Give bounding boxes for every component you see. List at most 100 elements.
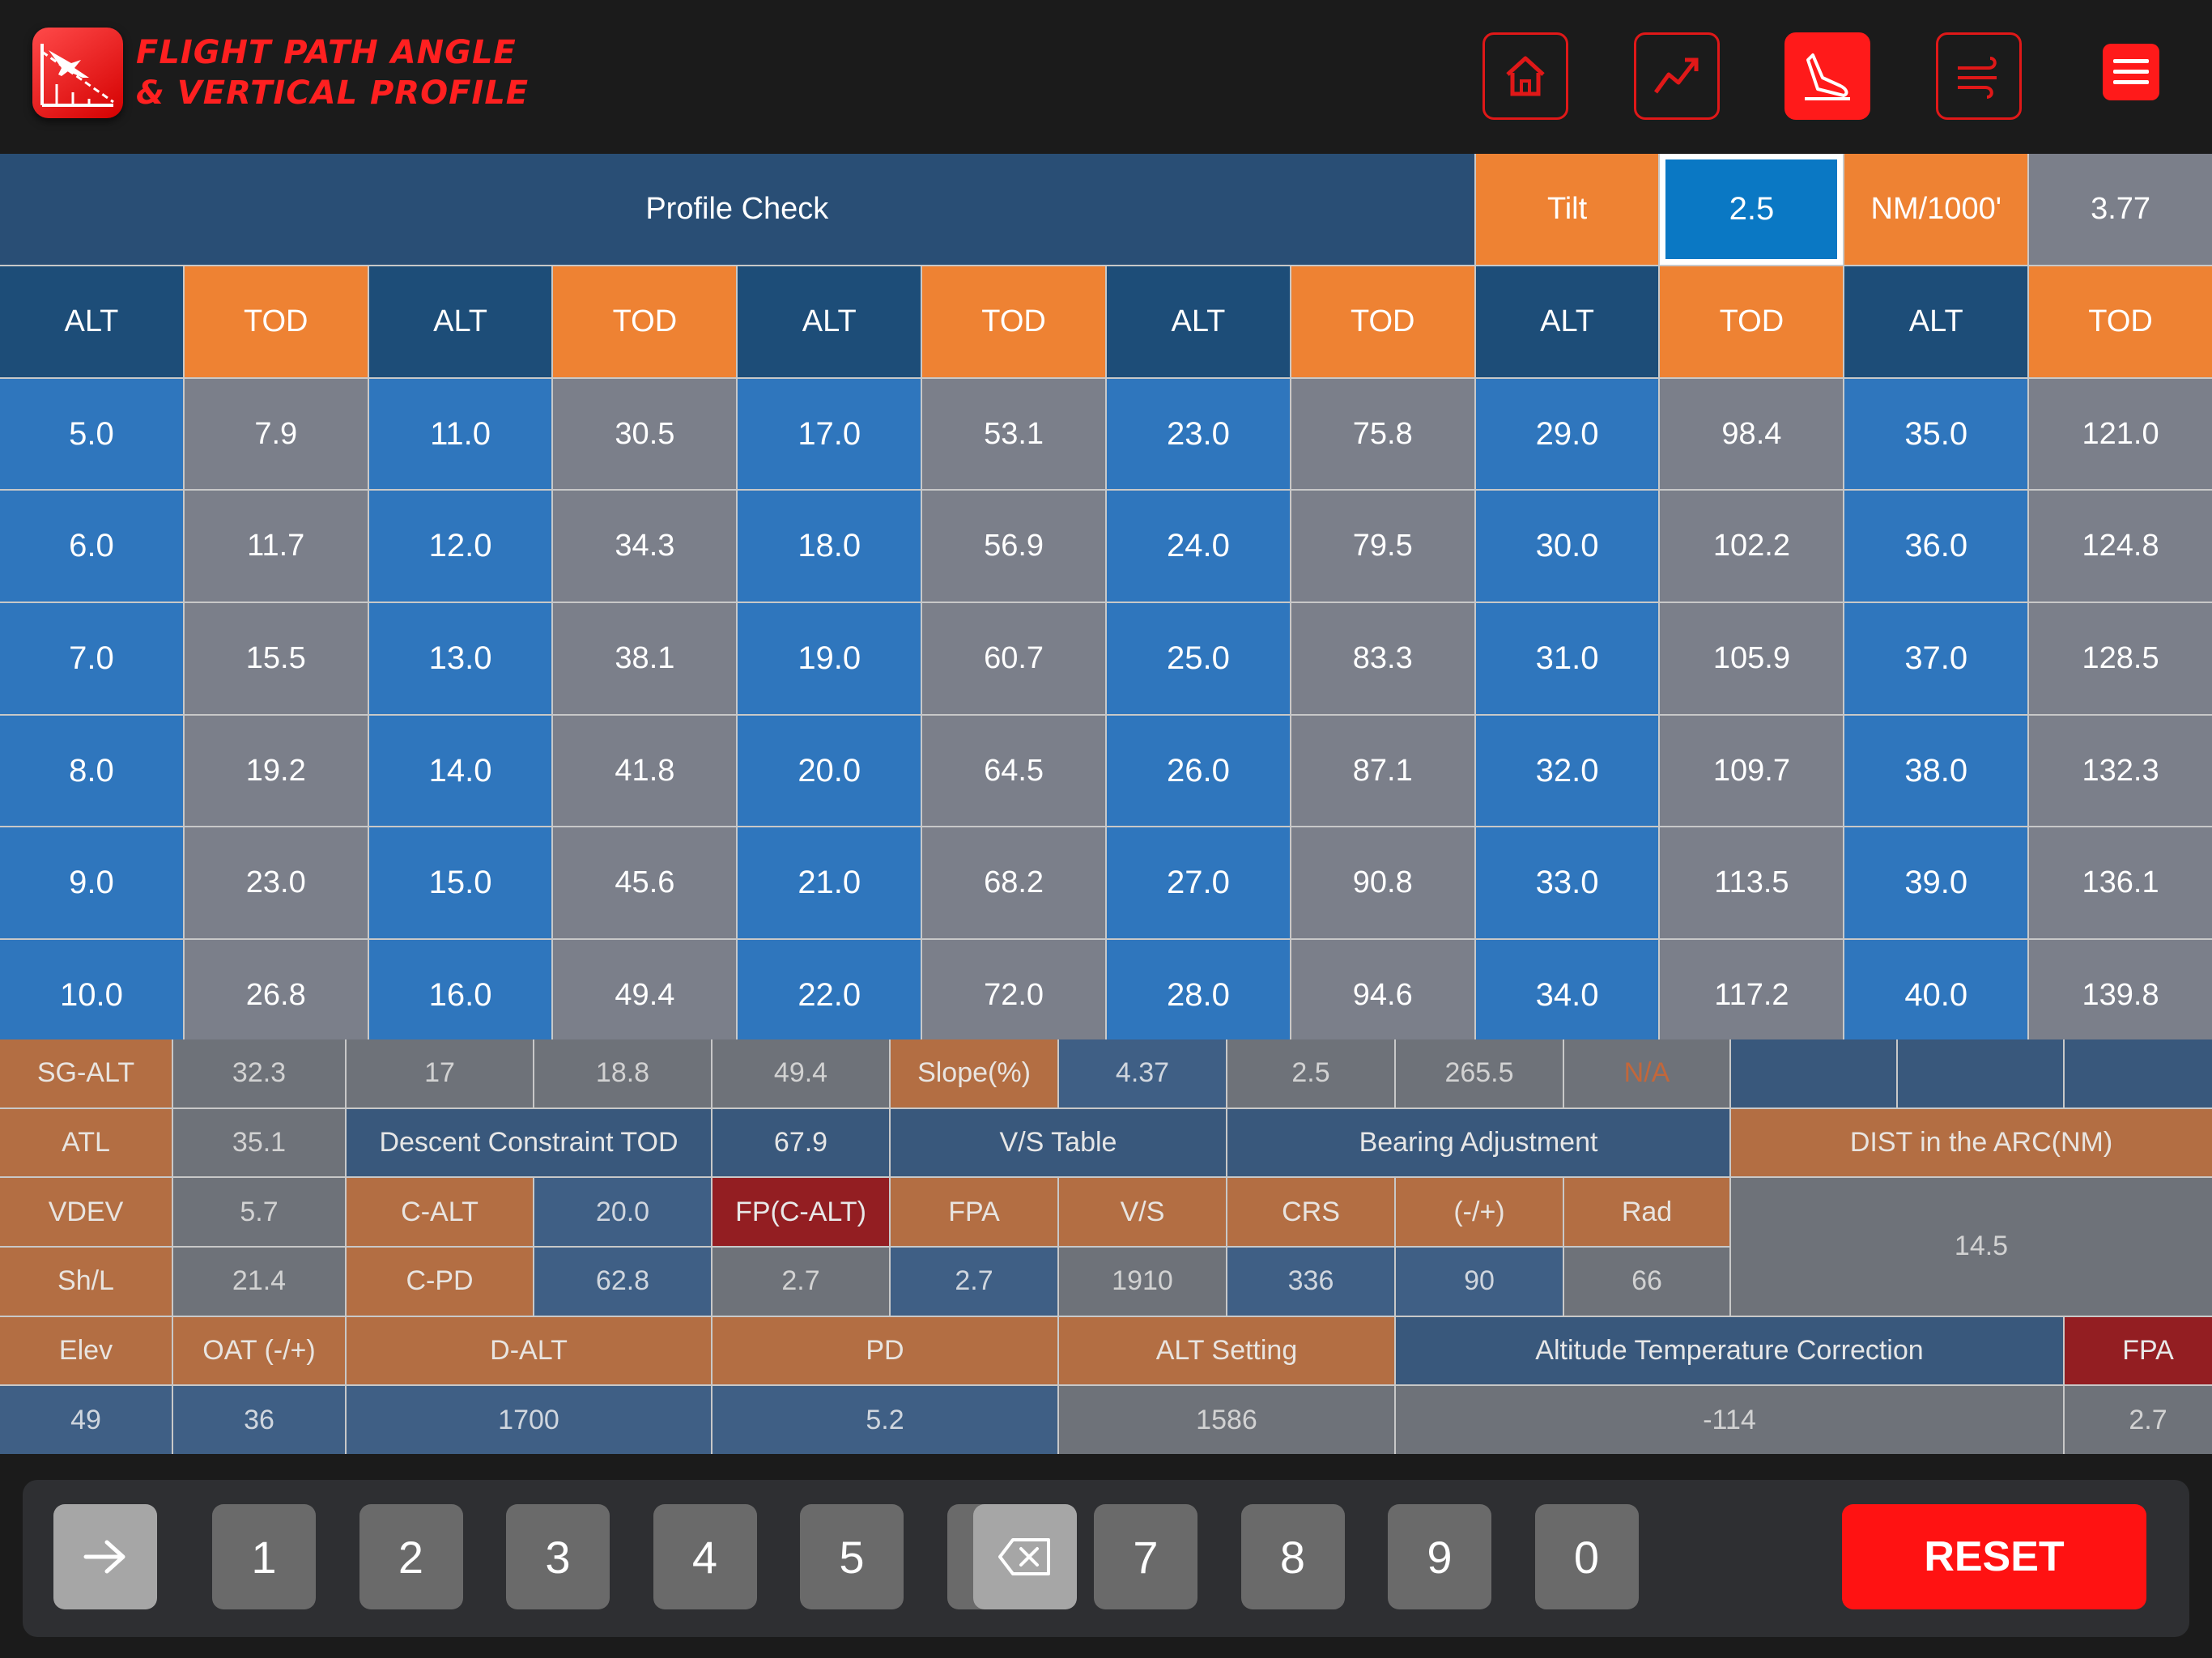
tod-cell: 30.5 (553, 378, 737, 490)
tod-cell: 64.5 (922, 715, 1105, 827)
tod-cell: 53.1 (922, 378, 1105, 490)
alt-cell: 33.0 (1475, 827, 1659, 939)
alt-cell: 12.0 (368, 491, 552, 602)
sg-alt-label: SG-ALT (0, 1039, 172, 1107)
alt-temp-correction-value: -114 (1396, 1386, 2063, 1454)
plus-minus-label: (-/+) (1396, 1178, 1563, 1246)
wind-button[interactable] (1936, 32, 2022, 120)
tod-cell: 60.7 (922, 603, 1105, 714)
alt-cell: 9.0 (0, 827, 183, 939)
menu-button[interactable] (2103, 44, 2159, 100)
landing-icon (1805, 53, 1850, 100)
row1-value-5: 49.4 (713, 1039, 889, 1107)
pd-label: PD (713, 1316, 1057, 1385)
alt-cell: 14.0 (368, 715, 552, 827)
pd-value[interactable]: 5.2 (713, 1386, 1057, 1454)
tod-cell: 75.8 (1291, 378, 1474, 490)
dist-in-arc-value: 14.5 (1731, 1178, 2212, 1316)
sg-alt-value[interactable]: 32.3 (173, 1039, 345, 1107)
profile-check-table: Profile Check Tilt 2.5 NM/1000' 3.77 ALT… (0, 154, 2212, 1051)
oat-label: OAT (-/+) (173, 1316, 345, 1385)
next-field-button[interactable] (53, 1504, 157, 1609)
tod-cell: 23.0 (184, 827, 368, 939)
alt-cell: 26.0 (1106, 715, 1290, 827)
digit-key-4[interactable]: 4 (653, 1504, 757, 1609)
home-icon (1506, 56, 1545, 96)
oat-value[interactable]: 36 (173, 1386, 345, 1454)
tod-cell: 41.8 (553, 715, 737, 827)
fp-c-alt-label: FP(C-ALT) (713, 1178, 889, 1246)
plane-logo-icon (40, 44, 114, 107)
tod-cell: 83.3 (1291, 603, 1474, 714)
fpa-value[interactable]: 2.7 (891, 1247, 1057, 1316)
app-logo (32, 28, 123, 118)
tilt-value[interactable]: 2.5 (1660, 154, 1844, 265)
tod-header: TOD (922, 266, 1105, 377)
row1-value-8: 2.5 (1227, 1039, 1394, 1107)
tod-cell: 139.8 (2029, 940, 2212, 1051)
tod-cell: 109.7 (1660, 715, 1844, 827)
alt-header: ALT (738, 266, 921, 377)
tod-cell: 49.4 (553, 940, 737, 1051)
backspace-button[interactable] (973, 1504, 1077, 1609)
tod-header: TOD (1291, 266, 1474, 377)
digit-key-2[interactable]: 2 (359, 1504, 463, 1609)
digit-key-0[interactable]: 0 (1534, 1504, 1639, 1609)
digit-key-9[interactable]: 9 (1388, 1504, 1491, 1609)
rad-value: 66 (1564, 1247, 1729, 1316)
digit-key-5[interactable]: 5 (800, 1504, 904, 1609)
vdev-value: 5.7 (173, 1178, 345, 1246)
plus-minus-value[interactable]: 90 (1396, 1247, 1563, 1316)
alt-cell: 16.0 (368, 940, 552, 1051)
home-button[interactable] (1482, 32, 1568, 120)
alt-cell: 22.0 (738, 940, 921, 1051)
header-bar: FLIGHT PATH ANGLE & VERTICAL PROFILE (0, 0, 2212, 154)
tod-cell: 105.9 (1660, 603, 1844, 714)
vs-label: V/S (1059, 1178, 1226, 1246)
row1-empty-3 (2065, 1039, 2212, 1107)
reset-button[interactable]: RESET (1842, 1504, 2146, 1609)
c-alt-value[interactable]: 20.0 (534, 1178, 711, 1246)
tod-cell: 38.1 (553, 603, 737, 714)
rad-label: Rad (1564, 1178, 1729, 1246)
crs-value[interactable]: 336 (1227, 1247, 1394, 1316)
slope-label: Slope(%) (891, 1039, 1057, 1107)
menu-icon (2113, 59, 2149, 84)
alt-cell: 32.0 (1475, 715, 1659, 827)
tod-cell: 87.1 (1291, 715, 1474, 827)
tod-cell: 11.7 (184, 491, 368, 602)
digit-key-7[interactable]: 7 (1094, 1504, 1197, 1609)
c-pd-label: C-PD (347, 1247, 533, 1316)
numeric-keypad: 1234567890 RESET (23, 1480, 2189, 1637)
na-value: N/A (1564, 1039, 1729, 1107)
landing-button[interactable] (1784, 32, 1870, 120)
alt-cell: 34.0 (1475, 940, 1659, 1051)
alt-setting-label: ALT Setting (1059, 1316, 1394, 1385)
nm-per-1000-label: NM/1000' (1844, 154, 2028, 265)
c-pd-value[interactable]: 62.8 (534, 1247, 711, 1316)
alt-header: ALT (368, 266, 552, 377)
tilt-label: Tilt (1475, 154, 1659, 265)
digit-key-8[interactable]: 8 (1240, 1504, 1345, 1609)
alt-cell: 24.0 (1106, 491, 1290, 602)
dist-in-arc-label: DIST in the ARC(NM) (1731, 1108, 2212, 1177)
digit-key-3[interactable]: 3 (506, 1504, 610, 1609)
tod-header: TOD (184, 266, 368, 377)
row1-value-4: 18.8 (534, 1039, 711, 1107)
alt-cell: 30.0 (1475, 491, 1659, 602)
alt-cell: 39.0 (1844, 827, 2028, 939)
digit-key-1[interactable]: 1 (212, 1504, 316, 1609)
tod-cell: 7.9 (184, 378, 368, 490)
tod-cell: 34.3 (553, 491, 737, 602)
elev-value[interactable]: 49 (0, 1386, 172, 1454)
trend-button[interactable] (1634, 32, 1720, 120)
d-alt-value[interactable]: 1700 (347, 1386, 711, 1454)
tod-cell: 15.5 (184, 603, 368, 714)
tod-cell: 56.9 (922, 491, 1105, 602)
bearing-adjustment-label: Bearing Adjustment (1227, 1108, 1729, 1177)
alt-cell: 31.0 (1475, 603, 1659, 714)
tod-cell: 132.3 (2029, 715, 2212, 827)
tod-cell: 121.0 (2029, 378, 2212, 490)
calculation-table: SG-ALT 32.3 17 18.8 49.4 Slope(%) 4.37 2… (0, 1039, 2212, 1454)
app-title-line2: & VERTICAL PROFILE (136, 74, 530, 112)
